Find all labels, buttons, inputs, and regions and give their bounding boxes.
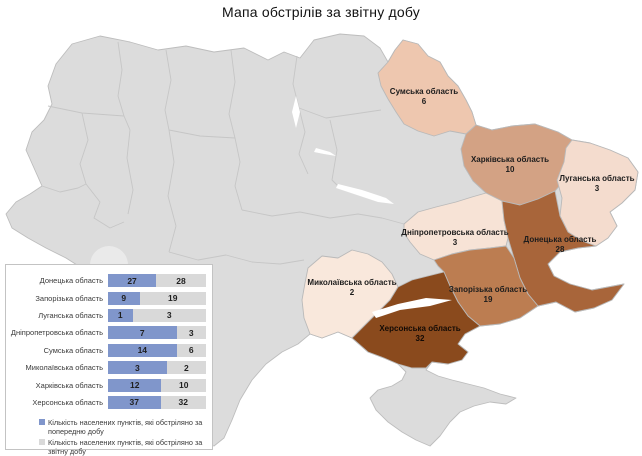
legend-swatch-previous-day-icon (39, 419, 45, 426)
legend-label: Кількість населених пунктів, які обстріл… (48, 418, 203, 437)
bar-segment-reporting-day: 19 (139, 291, 206, 305)
oblast-borders (41, 41, 405, 265)
bar-segment-previous-day: 3 (108, 361, 167, 375)
legend-swatch-reporting-day-icon (39, 439, 45, 446)
bar-segment-reporting-day: 32 (160, 395, 206, 409)
chart-row: Дніпропетровська область 7 3 (9, 324, 206, 341)
bar-segment-reporting-day: 28 (156, 274, 206, 288)
chart-row: Сумська область 14 6 (9, 342, 206, 359)
region-luhanska (556, 139, 639, 247)
bar-segment-previous-day: 1 (108, 308, 133, 322)
chart-row: Запорізька область 9 19 (9, 289, 206, 306)
bar-segment-previous-day: 7 (108, 326, 177, 340)
chart-category-label: Миколаївська область (25, 363, 103, 373)
chart-bar-track: 27 28 (108, 274, 206, 288)
chart-rows: Донецька область 27 28 Запорізька область 9 1… (9, 272, 206, 411)
chart-legend: Кількість населених пунктів, які обстріл… (39, 418, 206, 456)
region-khersonska (351, 271, 481, 369)
bar-segment-reporting-day: 6 (176, 343, 206, 357)
chart-category-label: Донецька область (39, 276, 103, 286)
chart-bar-track: 37 32 (108, 395, 206, 409)
shelling-chart-panel: Донецька область 27 28 Запорізька область 9 1… (5, 264, 213, 456)
legend-item-previous-day: Кількість населених пунктів, які обстріл… (39, 418, 206, 436)
chart-bar-track: 14 6 (108, 343, 206, 357)
bar-segment-previous-day: 14 (108, 343, 177, 357)
legend-label: Кількість населених пунктів, які обстріл… (48, 438, 203, 456)
bar-segment-reporting-day: 2 (166, 361, 206, 375)
chart-category-label: Сумська область (43, 345, 103, 355)
bar-segment-reporting-day: 3 (176, 326, 206, 340)
bar-segment-reporting-day: 3 (132, 308, 206, 322)
chart-category-label: Луганська область (38, 310, 103, 320)
river-dnipro (292, 96, 452, 318)
chart-bar-track: 12 10 (108, 378, 206, 392)
chart-row: Херсонська область 37 32 (9, 394, 206, 411)
chart-row: Харківська область 12 10 (9, 376, 206, 393)
chart-row: Луганська область 1 3 (9, 307, 206, 324)
bar-segment-previous-day: 27 (108, 274, 157, 288)
bar-segment-previous-day: 12 (108, 378, 162, 392)
bar-segment-previous-day: 37 (108, 395, 161, 409)
region-dnipropetrovska (403, 192, 509, 261)
bar-segment-reporting-day: 10 (161, 378, 206, 392)
bar-segment-previous-day: 9 (108, 291, 140, 305)
chart-category-label: Херсонська область (32, 397, 103, 407)
legend-item-reporting-day: Кількість населених пунктів, які обстріл… (39, 438, 206, 456)
chart-category-label: Запорізька область (35, 293, 103, 303)
chart-category-label: Харківська область (35, 380, 103, 390)
chart-row: Донецька область 27 28 (9, 272, 206, 289)
chart-bar-track: 9 19 (108, 291, 206, 305)
chart-category-label: Дніпропетровська область (10, 328, 103, 338)
page-title: Мапа обстрілів за звітну добу (222, 4, 420, 20)
chart-row: Миколаївська область 3 2 (9, 359, 206, 376)
